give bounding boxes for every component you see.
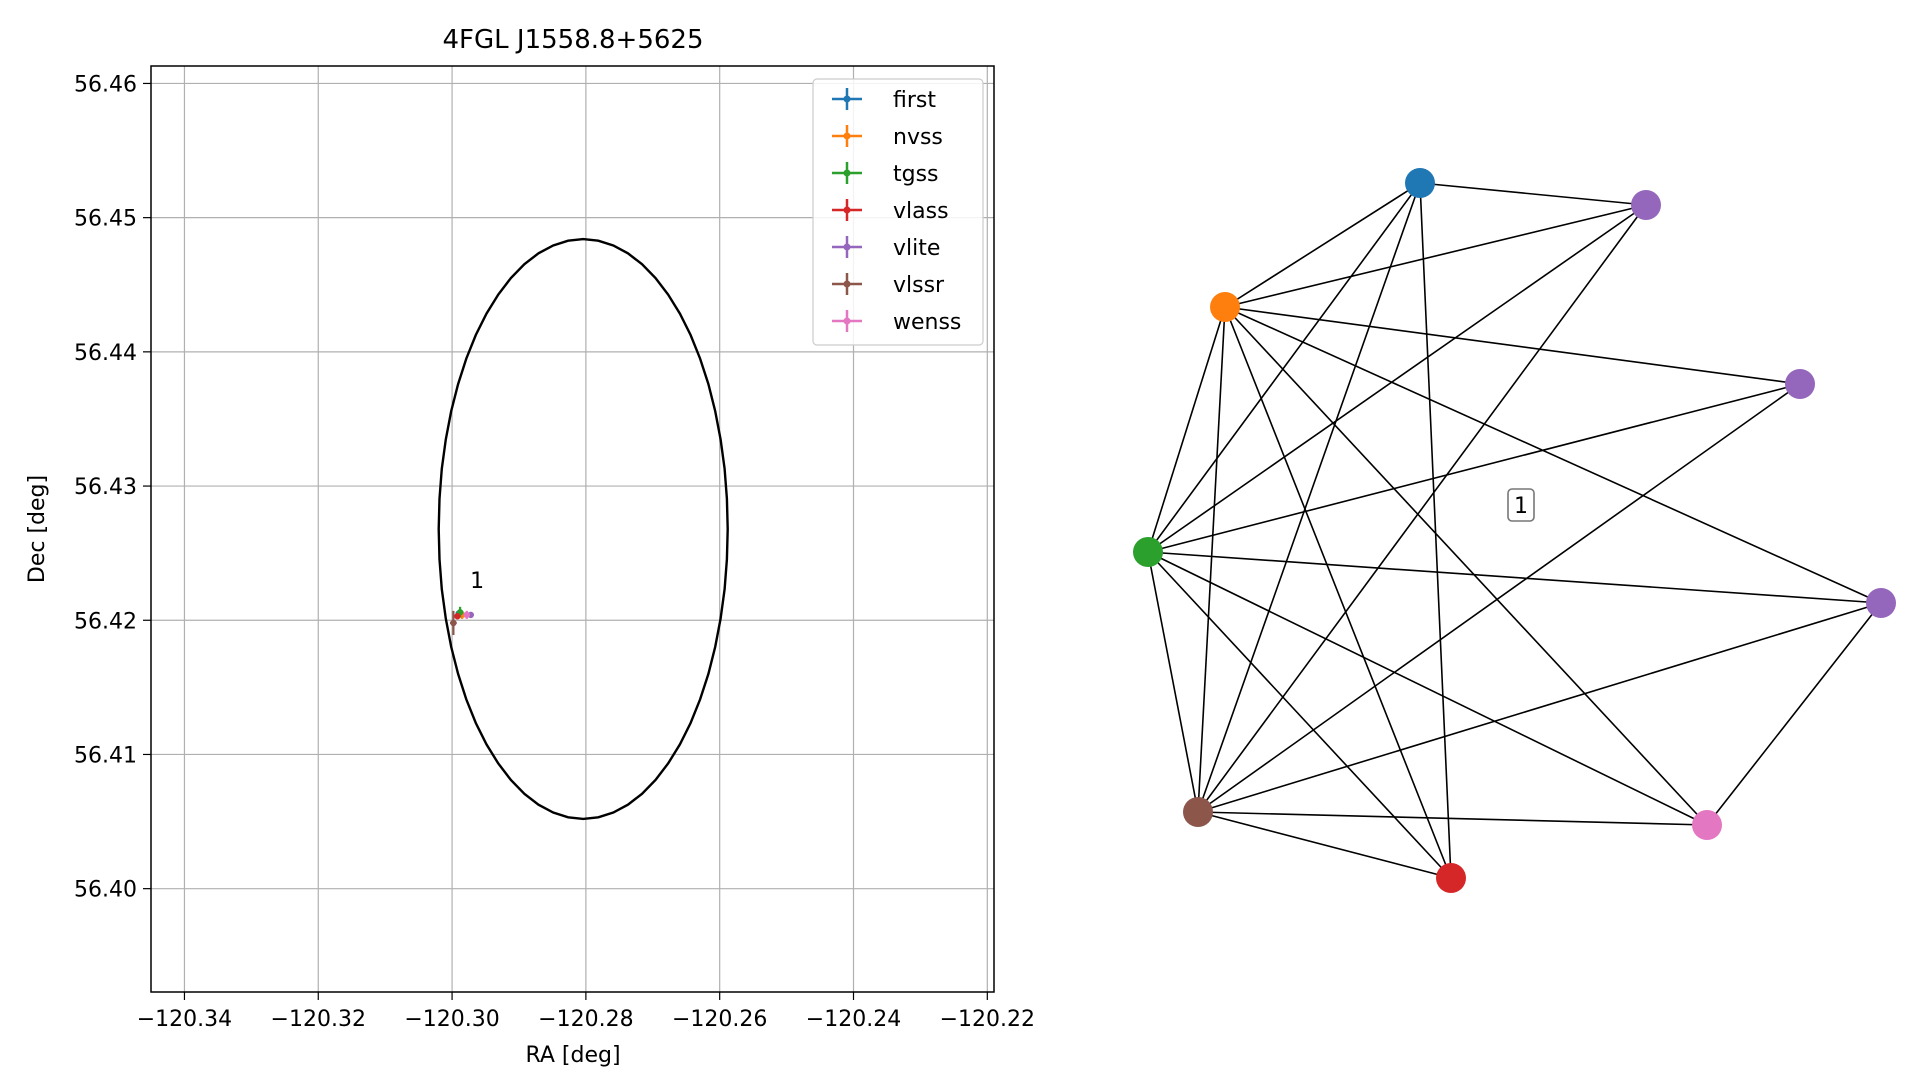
- graph-node-vlass: [1436, 863, 1466, 893]
- y-tick-label: 56.45: [74, 207, 137, 232]
- legend-entry-vlssr: vlssr: [832, 273, 945, 298]
- graph-nodes: [1133, 168, 1896, 893]
- graph-edge: [1224, 306, 1882, 604]
- chart-title: 4FGL J1558.8+5625: [443, 25, 704, 55]
- graph-edge: [1224, 182, 1421, 308]
- legend-label: wenss: [893, 310, 961, 335]
- point-annotation: 1: [470, 569, 484, 594]
- graph-node-vlssr: [1183, 797, 1213, 827]
- graph-edge: [1224, 306, 1452, 879]
- y-tick-label: 56.43: [74, 475, 137, 500]
- graph-edge: [1419, 182, 1452, 879]
- legend-label: tgss: [893, 162, 939, 187]
- graph-edge: [1147, 204, 1647, 553]
- legend-label: nvss: [893, 125, 943, 150]
- graph-edge: [1197, 182, 1421, 813]
- graph-edge: [1419, 182, 1647, 206]
- x-axis-ticks: −120.34 −120.32 −120.30 −120.28 −120.26 −120.…: [137, 992, 1035, 1032]
- point-vlass: [454, 613, 461, 620]
- graph-edge: [1224, 306, 1801, 385]
- graph-node-vlite_c: [1866, 588, 1896, 618]
- graph-edge: [1197, 811, 1708, 826]
- scatter-panel: 1 −120.34 −120.32 −120.30 −120.28 −120.26 −12…: [25, 25, 1035, 1068]
- graph-node-vlite_b: [1785, 369, 1815, 399]
- point-vlssr: [450, 610, 457, 636]
- graph-edge: [1224, 306, 1708, 826]
- graph-node-vlite_a: [1631, 190, 1661, 220]
- graph-edge: [1147, 551, 1708, 826]
- x-tick-label: −120.26: [672, 1007, 767, 1032]
- x-tick-label: −120.24: [806, 1007, 901, 1032]
- graph-edge: [1197, 204, 1647, 813]
- y-tick-label: 56.41: [74, 743, 137, 768]
- graph-edge: [1147, 551, 1199, 813]
- legend-label: vlass: [893, 199, 949, 224]
- y-tick-label: 56.42: [74, 609, 137, 634]
- graph-node-tgss: [1133, 537, 1163, 567]
- graph-edge: [1197, 383, 1801, 813]
- point-wenss: [463, 610, 470, 619]
- x-tick-label: −120.28: [538, 1007, 633, 1032]
- source-points: [450, 606, 475, 636]
- graph-node-nvss: [1210, 292, 1240, 322]
- graph-edges: [1147, 182, 1882, 879]
- legend-entry-first: first: [832, 88, 936, 113]
- graph-node-wenss: [1692, 810, 1722, 840]
- graph-edge: [1197, 602, 1882, 813]
- y-axis-ticks: 56.40 56.41 56.42 56.43 56.44 56.45 56.46: [74, 72, 151, 903]
- group-label: 1: [1514, 494, 1528, 519]
- legend-entry-tgss: tgss: [832, 162, 939, 187]
- x-tick-label: −120.32: [271, 1007, 366, 1032]
- legend-entry-vlass: vlass: [832, 199, 949, 224]
- y-tick-label: 56.46: [74, 72, 137, 97]
- legend-label: vlite: [893, 236, 940, 261]
- graph-node-first: [1405, 168, 1435, 198]
- network-panel: 1: [1133, 168, 1896, 893]
- graph-edge: [1147, 182, 1421, 553]
- graph-edge: [1147, 551, 1882, 604]
- legend-box: [812, 78, 984, 346]
- localization-circle: [437, 237, 729, 821]
- graph-edge: [1706, 602, 1882, 826]
- y-tick-label: 56.40: [74, 878, 137, 903]
- legend-entry-vlite: vlite: [832, 236, 940, 261]
- x-axis-label: RA [deg]: [525, 1043, 620, 1068]
- axes-frame: [150, 65, 995, 993]
- graph-edge: [1147, 306, 1226, 553]
- legend-label: first: [893, 88, 936, 113]
- graph-edge: [1197, 811, 1452, 879]
- graph-edge: [1147, 551, 1452, 879]
- group-label-box: 1: [1507, 488, 1535, 522]
- legend-entry-nvss: nvss: [832, 125, 943, 150]
- legend: first nvss tgss vlass vlite vlssr wenss: [812, 78, 984, 346]
- y-tick-label: 56.44: [74, 341, 137, 366]
- x-tick-label: −120.30: [404, 1007, 499, 1032]
- graph-edge: [1224, 204, 1647, 308]
- legend-label: vlssr: [893, 273, 945, 298]
- graph-edge: [1147, 383, 1801, 553]
- x-tick-label: −120.22: [940, 1007, 1035, 1032]
- y-axis-label: Dec [deg]: [25, 475, 50, 583]
- legend-entry-wenss: wenss: [832, 310, 961, 335]
- graph-edge: [1197, 306, 1226, 813]
- x-tick-label: −120.34: [137, 1007, 232, 1032]
